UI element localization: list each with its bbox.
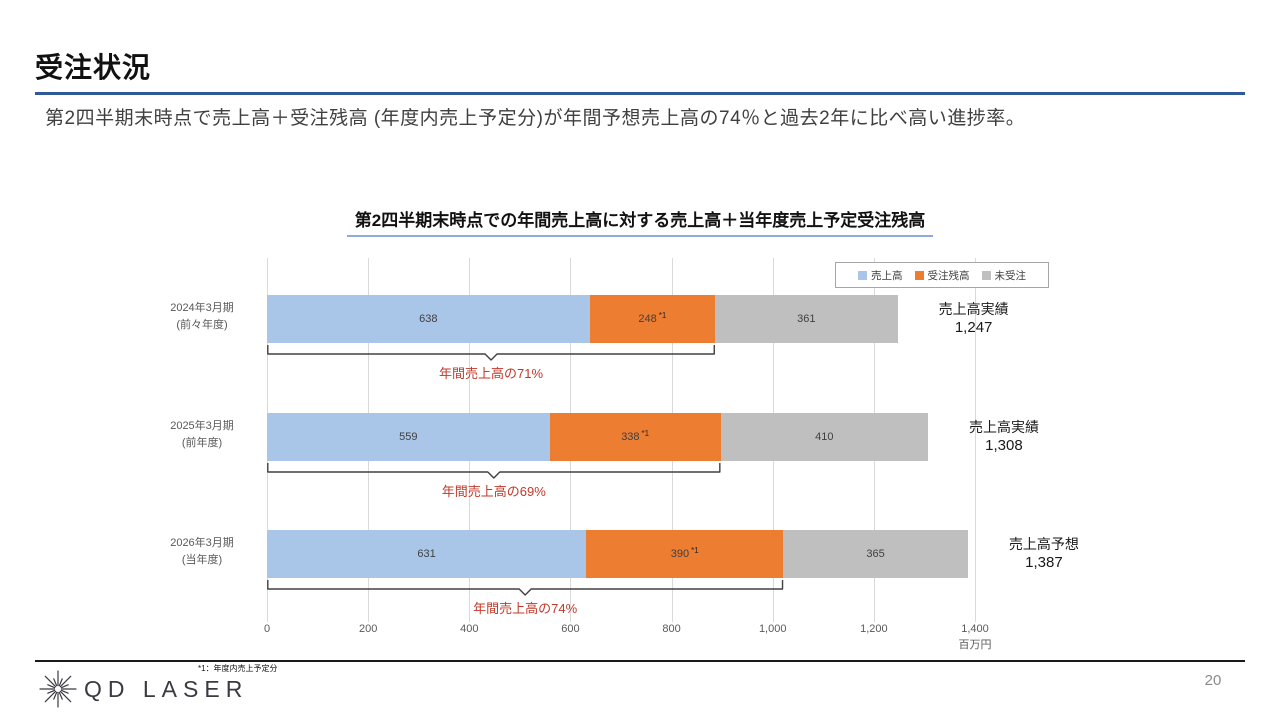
bar-segment-sales: 631 (267, 530, 587, 578)
category-line1: 2025年3月期 (170, 420, 234, 432)
bar-segment-unordered: 361 (715, 295, 898, 343)
footnote-mark: *1 (641, 428, 650, 438)
gridline (975, 258, 976, 622)
bar-value-backlog: 338 (621, 431, 640, 443)
company-logo: QD LASER (38, 669, 248, 709)
x-tick-label: 1,200 (860, 623, 888, 635)
total-label-fy2024: 売上高実績 1,247 (914, 300, 1034, 337)
legend-item-backlog: 受注残高 (914, 268, 970, 283)
legend-label-sales: 売上高 (871, 269, 903, 282)
page-number: 20 (1204, 672, 1222, 689)
category-line2: (前々年度) (176, 319, 228, 331)
progress-note-fy2025: 年間売上高の69% (441, 484, 546, 499)
legend-item-sales: 売上高 (858, 268, 903, 283)
legend-swatch-unordered-icon (981, 270, 991, 280)
chart-legend: 売上高 受注残高 未受注 (835, 262, 1049, 288)
bar-value-unordered: 361 (797, 313, 816, 325)
brace-fy2026 (267, 580, 784, 596)
title-rule (35, 92, 1245, 95)
category-label-fy2026: 2026年3月期 (当年度) (148, 535, 256, 569)
bar-row-fy2026: 631 390 *1 365 (267, 530, 968, 578)
bar-value-sales: 559 (399, 431, 418, 443)
legend-swatch-backlog-icon (914, 270, 924, 280)
footnote-mark: *1 (658, 310, 667, 320)
category-line1: 2026年3月期 (170, 537, 234, 549)
total-caption: 売上高予想 (1008, 536, 1079, 552)
bar-segment-sales: 559 (267, 413, 550, 461)
chart-title: 第2四半期末時点での年間売上高に対する売上高＋当年度売上予定受注残高 (346, 206, 934, 237)
x-tick-label: 400 (460, 623, 479, 635)
bar-value-sales: 638 (419, 313, 438, 325)
bar-value-unordered: 365 (866, 548, 885, 560)
total-value: 1,308 (985, 437, 1023, 454)
bar-segment-sales: 638 (267, 295, 590, 343)
x-tick-label: 600 (561, 623, 580, 635)
legend-label-backlog: 受注残高 (927, 269, 970, 282)
bar-value-sales: 631 (417, 548, 436, 560)
x-axis-unit: 百万円 (958, 639, 992, 651)
x-tick-label: 1,400 (961, 623, 989, 635)
legend-label-unordered: 未受注 (994, 269, 1027, 282)
bar-row-fy2025: 559 338 *1 410 (267, 413, 928, 461)
bar-segment-backlog: 390 *1 (586, 530, 784, 578)
footer-rule (35, 660, 1245, 662)
progress-note-fy2024: 年間売上高の71% (439, 366, 544, 381)
total-value: 1,247 (954, 319, 993, 336)
logo-text: QD LASER (84, 675, 249, 702)
bar-segment-unordered: 410 (720, 413, 928, 461)
legend-swatch-sales-icon (858, 270, 867, 280)
bar-segment-backlog: 338 *1 (549, 413, 721, 461)
chart-title-wrap: 第2四半期末時点での年間売上高に対する売上高＋当年度売上予定受注残高 (0, 206, 1280, 237)
x-tick-label: 200 (358, 623, 378, 635)
x-tick-label: 800 (662, 623, 681, 635)
chart-footnote: *1：年度内売上予定分 (198, 664, 278, 673)
x-tick-label: 1,000 (758, 623, 787, 635)
page-title: 受注状況 (35, 52, 152, 83)
footnote-mark: *1 (691, 545, 699, 555)
bar-value-unordered: 410 (815, 431, 834, 443)
slide-subtitle: 第2四半期末時点で売上高＋受注残高 (年度内売上予定分)が年間予想売上高の74％… (45, 108, 1026, 129)
total-label-fy2026: 売上高予想 1,387 (984, 535, 1104, 572)
x-tick-label: 0 (263, 623, 271, 635)
bar-segment-unordered: 365 (783, 530, 968, 578)
bar-segment-backlog: 248 *1 (589, 295, 716, 343)
total-label-fy2025: 売上高実績 1,308 (944, 418, 1064, 455)
category-line1: 2024年3月期 (170, 302, 234, 314)
bar-value-backlog: 248 (638, 313, 657, 325)
category-label-fy2024: 2024年3月期 (前々年度) (148, 300, 256, 334)
progress-note-fy2026: 年間売上高の74% (473, 601, 578, 616)
logo-starburst-icon (39, 670, 77, 708)
brace-fy2024 (267, 345, 715, 361)
category-line2: (当年度) (181, 554, 223, 566)
total-value: 1,387 (1025, 554, 1063, 571)
category-label-fy2025: 2025年3月期 (前年度) (148, 418, 256, 452)
bar-row-fy2024: 638 248 *1 361 (267, 295, 898, 343)
legend-item-unordered: 未受注 (981, 268, 1027, 283)
brace-fy2025 (267, 463, 721, 479)
bar-value-backlog: 390 (670, 548, 690, 560)
total-caption: 売上高実績 (938, 301, 1009, 317)
category-line2: (前年度) (181, 437, 223, 449)
total-caption: 売上高実績 (968, 419, 1039, 435)
